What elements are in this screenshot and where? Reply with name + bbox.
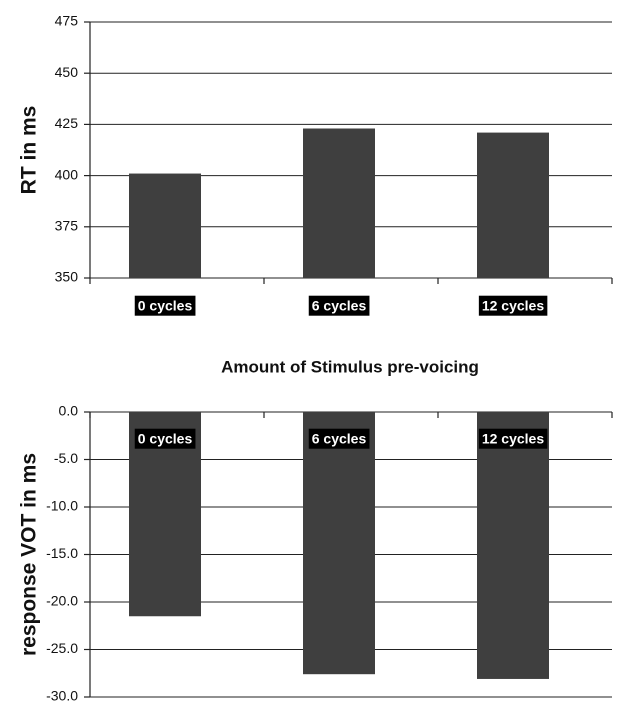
y-tick-label: -25.0 [46,640,78,656]
label-box [478,428,548,449]
category-label-group: 0 cycles [134,295,196,316]
category-label-group: 0 cycles [134,428,196,449]
y-axis-title: RT in ms [18,106,41,195]
bar [129,173,201,278]
y-tick-label: -10.0 [46,498,78,514]
y-tick-label: 450 [55,64,79,80]
x-tick-label: 6 cycles [312,431,367,447]
y-axis-title: response VOT in ms [18,453,41,656]
y-tick-label: 400 [55,166,79,182]
bar [303,128,375,278]
y-tick-label: -5.0 [54,450,78,466]
y-tick-label: 350 [55,269,79,285]
x-tick-label: 0 cycles [138,431,193,447]
bar [303,412,375,675]
y-tick-label: -30.0 [46,688,78,704]
y-tick-label: 0.0 [59,403,79,419]
label-box [478,295,548,316]
x-tick-label: 6 cycles [312,298,367,314]
label-box [134,295,196,316]
y-tick-label: 375 [55,218,79,234]
y-tick-label: -15.0 [46,545,78,561]
x-tick-label: 0 cycles [138,298,193,314]
category-label-group: 6 cycles [308,295,370,316]
label-box [308,428,370,449]
y-tick-label: -20.0 [46,593,78,609]
category-label-group: 12 cycles [478,428,548,449]
x-tick-label: 12 cycles [482,431,544,447]
y-tick-label: 475 [55,13,79,29]
bar [477,132,549,278]
label-box [134,428,196,449]
x-tick-label: 12 cycles [482,298,544,314]
category-label-group: 6 cycles [308,428,370,449]
x-axis-title: Amount of Stimulus pre-voicing [221,357,479,376]
y-tick-label: 425 [55,115,79,131]
category-label-group: 12 cycles [478,295,548,316]
label-box [308,295,370,316]
bar [477,412,549,679]
